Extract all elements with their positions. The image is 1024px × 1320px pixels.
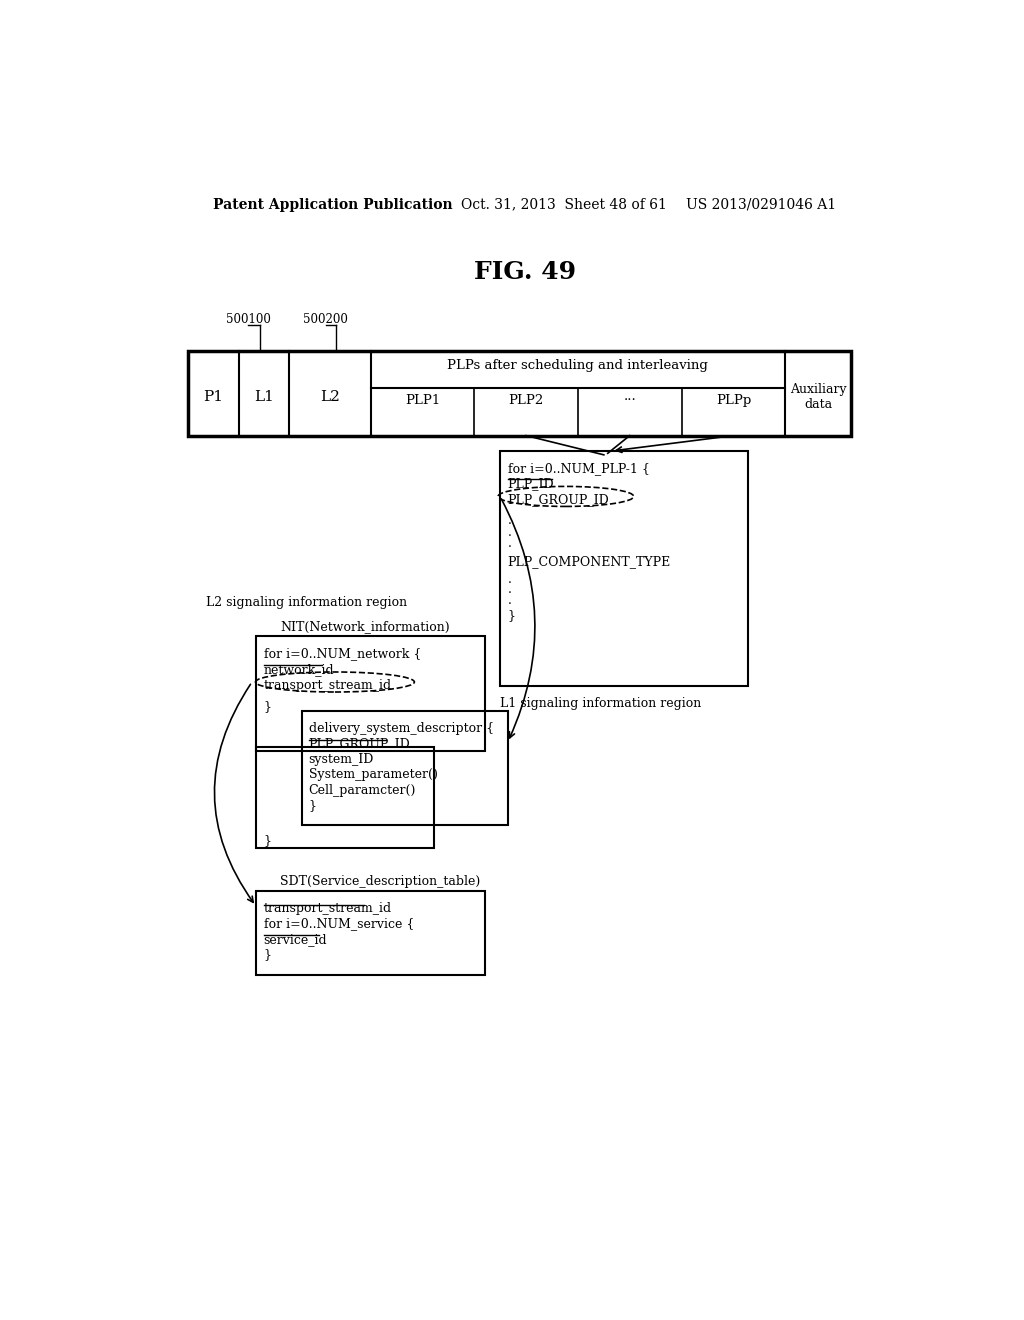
Text: System_parameter(): System_parameter() [308,768,437,781]
Text: L1 signaling information region: L1 signaling information region [500,697,701,710]
Text: US 2013/0291046 A1: US 2013/0291046 A1 [686,198,837,211]
Text: delivery_system_descriptor {: delivery_system_descriptor { [308,722,494,735]
Bar [302,711,508,825]
Bar [256,636,484,751]
Text: Cell_paramcter(): Cell_paramcter() [308,784,416,797]
Text: .: . [508,525,512,539]
Bar [188,351,851,436]
Text: PLP_COMPONENT_TYPE: PLP_COMPONENT_TYPE [508,554,671,568]
Text: .: . [508,594,512,607]
Text: FIG. 49: FIG. 49 [474,260,575,284]
Text: }: } [508,609,516,622]
Bar [256,747,434,849]
Bar [256,891,484,975]
Text: P1: P1 [204,391,223,404]
Text: network_id: network_id [263,663,334,676]
Text: service_id: service_id [263,933,328,946]
Text: PLP_GROUP_ID: PLP_GROUP_ID [508,494,609,507]
Text: L1: L1 [254,391,274,404]
Text: Auxiliary
data: Auxiliary data [790,383,847,411]
Text: .: . [508,515,512,527]
Text: .: . [508,573,512,586]
Text: for i=0..NUM_network {: for i=0..NUM_network { [263,647,421,660]
Text: ···: ··· [624,395,636,407]
Text: L2: L2 [319,391,340,404]
Text: for i=0..NUM_service {: for i=0..NUM_service { [263,917,414,931]
Text: .: . [508,583,512,597]
Text: }: } [263,834,271,847]
Text: PLPs after scheduling and interleaving: PLPs after scheduling and interleaving [447,359,709,372]
Text: Oct. 31, 2013  Sheet 48 of 61: Oct. 31, 2013 Sheet 48 of 61 [461,198,667,211]
Text: L2 signaling information region: L2 signaling information region [206,595,407,609]
Text: PLP1: PLP1 [404,395,440,407]
Text: 500200: 500200 [303,313,348,326]
Text: system_ID: system_ID [308,752,374,766]
Bar [500,451,748,686]
Text: transport_stream_id: transport_stream_id [263,903,392,915]
Text: for i=0..NUM_PLP-1 {: for i=0..NUM_PLP-1 { [508,462,649,475]
Text: 500100: 500100 [225,313,270,326]
Text: }: } [263,949,271,961]
Text: PLP_ID: PLP_ID [508,478,554,490]
Text: PLP_GROUP_ID: PLP_GROUP_ID [308,738,411,751]
Text: .: . [508,537,512,550]
Text: Patent Application Publication: Patent Application Publication [213,198,453,211]
Text: NIT(Network_information): NIT(Network_information) [280,620,450,634]
Text: SDT(Service_description_table): SDT(Service_description_table) [280,875,480,888]
Text: transport_stream_id: transport_stream_id [263,678,392,692]
Text: }: } [308,799,316,812]
Text: PLPp: PLPp [716,395,751,407]
Text: PLP2: PLP2 [509,395,544,407]
Text: }: } [263,700,271,713]
